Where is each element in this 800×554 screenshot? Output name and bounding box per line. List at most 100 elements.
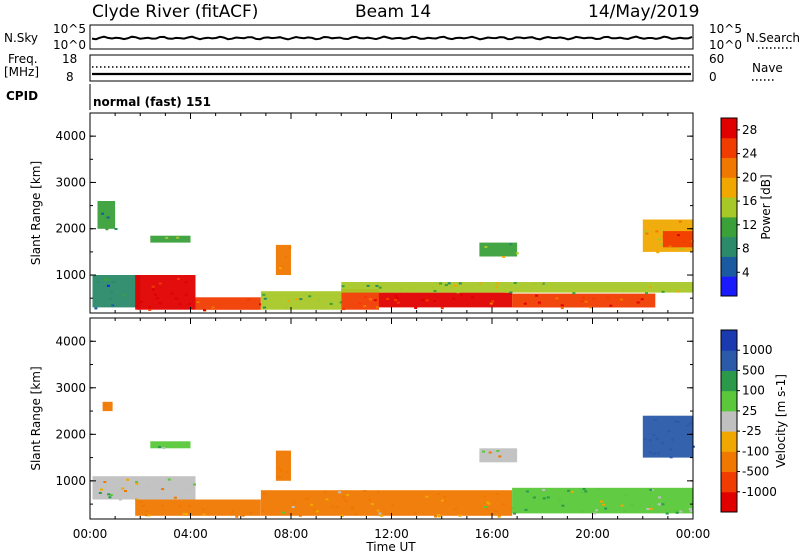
heatmap-speckle: [196, 301, 200, 304]
heatmap-speckle: [515, 252, 519, 255]
heatmap-speckle: [323, 491, 327, 494]
heatmap-speckle: [425, 495, 429, 498]
heatmap-speckle: [284, 307, 287, 310]
heatmap-speckle: [259, 303, 262, 306]
heatmap-speckle: [103, 404, 107, 407]
heatmap-speckle: [454, 284, 457, 287]
heatmap-speckle: [262, 293, 266, 296]
heatmap-speckle: [433, 300, 436, 303]
heatmap-speckle: [502, 255, 506, 258]
colorbar-segment: [721, 390, 737, 412]
heatmap-speckle: [674, 420, 678, 423]
heatmap-speckle: [350, 507, 354, 510]
colorbar-tick-label: -1000: [742, 485, 777, 499]
heatmap-speckle: [344, 499, 348, 502]
heatmap-speckle: [540, 282, 544, 285]
heatmap-speckle: [231, 509, 235, 512]
heatmap-speckle: [619, 298, 623, 301]
heatmap-speckle: [595, 509, 599, 512]
y-tick-label: 3000: [55, 381, 86, 395]
heatmap-speckle: [292, 501, 296, 504]
heatmap-speckle: [524, 508, 528, 511]
colorbar-tick-label: 1000: [742, 343, 773, 357]
heatmap-cell: [92, 476, 196, 500]
heatmap-speckle: [263, 306, 266, 309]
heatmap-speckle: [167, 478, 171, 481]
x-tick-label: 00:00: [676, 527, 711, 541]
heatmap-speckle: [494, 510, 498, 512]
heatmap-speckle: [460, 294, 463, 297]
nsearch-tick-bottom: 10^0: [709, 38, 742, 52]
heatmap-speckle: [532, 496, 536, 499]
heatmap-speckle: [580, 491, 584, 494]
y-tick-label: 2000: [55, 427, 86, 441]
cpid-label: CPID: [6, 89, 38, 103]
heatmap-speckle: [277, 467, 281, 470]
heatmap-speckle: [513, 282, 517, 284]
heatmap-cell: [150, 441, 191, 449]
heatmap-speckle: [299, 298, 303, 301]
heatmap-speckle: [509, 243, 513, 246]
heatmap-speckle: [488, 451, 492, 454]
heatmap-speckle: [135, 481, 138, 483]
freq-tick-top: 18: [62, 52, 77, 66]
colorbar-segment: [721, 370, 737, 392]
heatmap-speckle: [620, 504, 624, 507]
heatmap-speckle: [596, 488, 600, 490]
heatmap-speckle: [495, 286, 498, 289]
heatmap-speckle: [178, 303, 182, 306]
heatmap-speckle: [109, 298, 113, 300]
heatmap-cell: [275, 244, 291, 275]
heatmap-speckle: [659, 243, 663, 246]
heatmap-speckle: [158, 446, 161, 449]
freq-tick-bottom: 8: [66, 70, 74, 84]
heatmap-speckle: [683, 240, 687, 243]
heatmap-speckle: [496, 450, 500, 452]
heatmap-speckle: [688, 508, 692, 510]
heatmap-speckle: [648, 451, 652, 454]
heatmap-speckle: [431, 286, 434, 289]
heatmap-speckle: [96, 280, 100, 283]
heatmap-speckle: [188, 505, 191, 508]
heatmap-speckle: [661, 503, 665, 506]
nave-tick-bottom: 0: [709, 70, 717, 84]
heatmap-speckle: [342, 496, 346, 499]
heatmap-speckle: [351, 506, 355, 509]
heatmap-speckle: [176, 236, 180, 239]
heatmap-speckle: [649, 488, 653, 491]
x-tick-label: 04:00: [173, 527, 208, 541]
colorbar-segment: [721, 330, 737, 351]
colorbar-segment: [721, 236, 737, 257]
heatmap-speckle: [146, 484, 150, 487]
heatmap-speckle: [584, 490, 588, 493]
y-tick-label: 2000: [55, 222, 86, 236]
heatmap-speckle: [241, 514, 245, 517]
colorbar-segment: [721, 177, 737, 198]
heatmap-speckle: [675, 510, 679, 513]
heatmap-speckle: [489, 302, 493, 305]
heatmap-speckle: [688, 422, 692, 425]
heatmap-speckle: [247, 298, 251, 301]
heatmap-speckle: [581, 296, 585, 299]
heatmap-cell: [260, 291, 342, 310]
heatmap-speckle: [308, 295, 312, 298]
heatmap-speckle: [652, 452, 656, 455]
heatmap-speckle: [106, 284, 110, 287]
heatmap-cell: [150, 235, 191, 243]
heatmap-speckle: [533, 283, 537, 285]
x-tick-label: 16:00: [475, 527, 510, 541]
heatmap-speckle: [375, 306, 379, 309]
heatmap-speckle: [439, 282, 443, 285]
heatmap-speckle: [137, 307, 141, 310]
heatmap-speckle: [414, 286, 417, 289]
heatmap-speckle: [622, 289, 626, 292]
heatmap-speckle: [141, 504, 145, 507]
heatmap-speckle: [658, 496, 661, 499]
colorbar-tick-label: -500: [742, 465, 769, 479]
heatmap-speckle: [546, 496, 550, 499]
heatmap-speckle: [686, 424, 690, 427]
heatmap-speckle: [182, 512, 186, 515]
x-tick-label: 08:00: [274, 527, 309, 541]
heatmap-speckle: [505, 290, 509, 293]
heatmap-speckle: [151, 285, 155, 288]
